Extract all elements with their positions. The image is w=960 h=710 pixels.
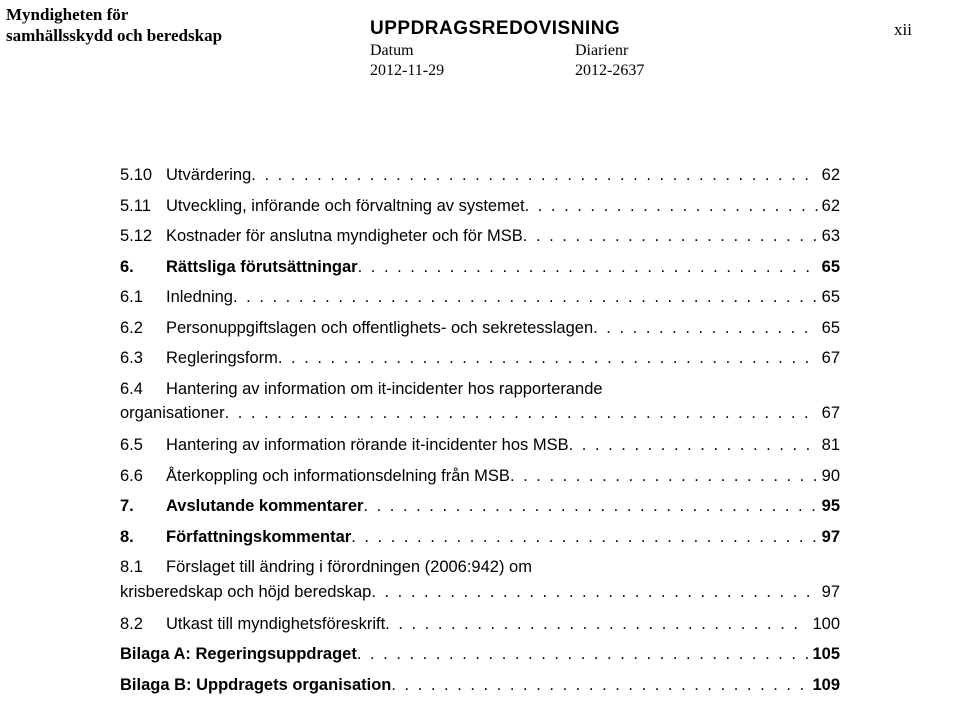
toc-row: 6.5Hantering av information rörande it-i… <box>120 430 840 461</box>
toc-leader-dots <box>510 461 818 492</box>
toc-page: 62 <box>818 160 840 191</box>
toc-title: Bilaga B: Uppdragets organisation <box>120 670 391 701</box>
toc-line: organisationer 67 <box>120 401 840 426</box>
toc-line: 8.1Förslaget till ändring i förordningen… <box>120 555 840 580</box>
toc-number: 6.3 <box>120 343 166 374</box>
toc-line: krisberedskap och höjd beredskap 97 <box>120 580 840 605</box>
toc-page: 90 <box>818 461 840 492</box>
toc-row: 8.1Förslaget till ändring i förordningen… <box>120 555 840 605</box>
toc-row: 8.Författningskommentar 97 <box>120 522 840 553</box>
toc-title: Utvärdering <box>166 160 251 191</box>
toc-title: Kostnader för anslutna myndigheter och f… <box>166 221 523 252</box>
agency-line-1: Myndigheten för <box>6 4 222 25</box>
toc-number: 6.5 <box>120 430 166 461</box>
toc-page: 95 <box>818 491 840 522</box>
toc-row: 6.1Inledning 65 <box>120 282 840 313</box>
toc-leader-dots <box>569 430 818 461</box>
toc-row: 6.Rättsliga förutsättningar 65 <box>120 252 840 283</box>
toc-page: 67 <box>818 343 840 374</box>
date-value: 2012-11-29 <box>370 62 575 80</box>
document-page: Myndigheten för samhällsskydd och bereds… <box>0 0 960 710</box>
toc-row: Bilaga B: Uppdragets organisation 109 <box>120 670 840 701</box>
toc-title: Hantering av information om it-incidente… <box>166 377 603 402</box>
toc-page: 65 <box>818 252 840 283</box>
toc-row: Bilaga A: Regeringsuppdraget 105 <box>120 639 840 670</box>
toc-leader-dots <box>525 191 818 222</box>
toc-page: 65 <box>818 282 840 313</box>
toc-row: 8.2Utkast till myndighetsföreskrift 100 <box>120 609 840 640</box>
toc-page: 109 <box>808 670 840 701</box>
toc-title: Personuppgiftslagen och offentlighets- o… <box>166 313 593 344</box>
toc-leader-dots <box>357 639 809 670</box>
toc-row: 5.12Kostnader för anslutna myndigheter o… <box>120 221 840 252</box>
page-number: xii <box>894 20 912 40</box>
toc-leader-dots <box>385 609 808 640</box>
toc-leader-dots <box>358 252 818 283</box>
toc-page: 105 <box>808 639 840 670</box>
agency-line-2: samhällsskydd och beredskap <box>6 25 222 46</box>
toc-leader-dots <box>523 221 818 252</box>
toc-number: 6.4 <box>120 377 166 402</box>
toc-number: 6.6 <box>120 461 166 492</box>
toc-leader-dots <box>225 401 818 426</box>
toc-leader-dots <box>251 160 817 191</box>
table-of-contents: 5.10Utvärdering625.11Utveckling, införan… <box>120 160 840 700</box>
toc-title: Regleringsform <box>166 343 278 374</box>
agency-name: Myndigheten för samhällsskydd och bereds… <box>6 4 222 47</box>
toc-number: 6.1 <box>120 282 166 313</box>
toc-number: 5.12 <box>120 221 166 252</box>
toc-number: 7. <box>120 491 166 522</box>
toc-page: 97 <box>818 580 840 605</box>
toc-number: 6. <box>120 252 166 283</box>
toc-title: Avslutande kommentarer <box>166 491 363 522</box>
toc-row: 6.2Personuppgiftslagen och offentlighets… <box>120 313 840 344</box>
toc-number: 5.11 <box>120 191 166 222</box>
toc-row: 6.3Regleringsform 67 <box>120 343 840 374</box>
toc-leader-dots <box>363 491 817 522</box>
toc-title: Författningskommentar <box>166 522 351 553</box>
ref-label: Diarienr <box>575 42 725 60</box>
toc-title: Bilaga A: Regeringsuppdraget <box>120 639 357 670</box>
toc-line: 6.4Hantering av information om it-incide… <box>120 377 840 402</box>
toc-title: Förslaget till ändring i förordningen (2… <box>166 555 532 580</box>
toc-number: 5.10 <box>120 160 166 191</box>
toc-row: 6.6Återkoppling och informationsdelning … <box>120 461 840 492</box>
toc-title-cont: organisationer <box>120 401 225 426</box>
toc-page: 81 <box>818 430 840 461</box>
toc-leader-dots <box>371 580 817 605</box>
toc-row: 5.10Utvärdering 62 <box>120 160 840 191</box>
toc-title: Utveckling, införande och förvaltning av… <box>166 191 525 222</box>
toc-leader-dots <box>278 343 818 374</box>
toc-leader-dots <box>233 282 818 313</box>
toc-leader-dots <box>351 522 817 553</box>
toc-page: 97 <box>818 522 840 553</box>
toc-leader-dots <box>391 670 808 701</box>
toc-title-cont: krisberedskap och höjd beredskap <box>120 580 371 605</box>
toc-leader-dots <box>593 313 818 344</box>
toc-number: 8. <box>120 522 166 553</box>
document-type: UPPDRAGSREDOVISNING <box>370 18 900 40</box>
date-label: Datum <box>370 42 575 60</box>
document-header: UPPDRAGSREDOVISNING Datum Diarienr 2012-… <box>370 18 900 80</box>
toc-title: Utkast till myndighetsföreskrift <box>166 609 385 640</box>
toc-page: 67 <box>818 401 840 426</box>
toc-page: 63 <box>818 221 840 252</box>
toc-page: 65 <box>818 313 840 344</box>
toc-title: Hantering av information rörande it-inci… <box>166 430 569 461</box>
ref-value: 2012-2637 <box>575 62 725 80</box>
toc-row: 7.Avslutande kommentarer 95 <box>120 491 840 522</box>
toc-title: Återkoppling och informationsdelning frå… <box>166 461 510 492</box>
toc-row: 6.4Hantering av information om it-incide… <box>120 377 840 427</box>
toc-number: 6.2 <box>120 313 166 344</box>
toc-number: 8.1 <box>120 555 166 580</box>
toc-page: 62 <box>818 191 840 222</box>
header-labels-row: Datum Diarienr <box>370 42 900 60</box>
toc-page: 100 <box>808 609 840 640</box>
toc-row: 5.11Utveckling, införande och förvaltnin… <box>120 191 840 222</box>
toc-title: Inledning <box>166 282 233 313</box>
header-values-row: 2012-11-29 2012-2637 <box>370 62 900 80</box>
toc-number: 8.2 <box>120 609 166 640</box>
toc-title: Rättsliga förutsättningar <box>166 252 358 283</box>
